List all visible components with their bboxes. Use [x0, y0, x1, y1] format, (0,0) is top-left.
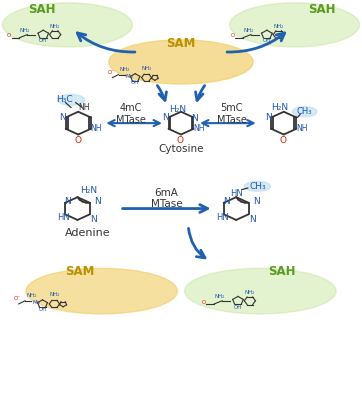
Text: O: O [74, 136, 81, 145]
FancyArrowPatch shape [109, 120, 160, 126]
Text: HN: HN [58, 212, 70, 222]
Ellipse shape [3, 3, 132, 47]
Text: OH: OH [263, 38, 271, 43]
FancyArrowPatch shape [195, 86, 205, 100]
Ellipse shape [292, 107, 317, 117]
FancyArrowPatch shape [202, 120, 253, 126]
Text: O: O [177, 136, 184, 145]
Text: H₂N: H₂N [169, 105, 186, 114]
Text: NH₂: NH₂ [243, 28, 253, 33]
Text: SAH: SAH [308, 3, 335, 16]
Text: 6mA
MTase: 6mA MTase [151, 188, 182, 209]
Text: O: O [202, 300, 206, 304]
Text: NH₂: NH₂ [274, 24, 284, 29]
Text: N: N [59, 113, 66, 122]
Text: N: N [249, 215, 256, 224]
Text: OH: OH [234, 304, 242, 310]
Text: NH₂: NH₂ [49, 292, 60, 297]
Text: O: O [7, 33, 11, 38]
FancyArrowPatch shape [122, 205, 207, 212]
Text: N: N [90, 215, 97, 224]
Text: O: O [279, 136, 287, 145]
Text: Cytosine: Cytosine [158, 144, 204, 154]
Text: N: N [94, 198, 101, 206]
Text: NH₂: NH₂ [214, 294, 224, 299]
Text: SAM: SAM [166, 37, 196, 50]
Text: N: N [265, 113, 272, 122]
Text: NH₂: NH₂ [245, 290, 255, 295]
FancyArrowPatch shape [189, 228, 205, 258]
Text: SAH: SAH [268, 265, 296, 278]
Text: NH: NH [296, 124, 308, 133]
Text: H₂N: H₂N [272, 103, 289, 112]
Text: O: O [231, 33, 235, 38]
Text: NH₂: NH₂ [142, 66, 152, 71]
Text: NH₂: NH₂ [50, 24, 60, 29]
FancyArrowPatch shape [227, 33, 285, 52]
Ellipse shape [109, 40, 253, 84]
Text: Me: Me [125, 74, 133, 79]
Text: H₃C: H₃C [56, 95, 73, 104]
Ellipse shape [26, 268, 177, 314]
Text: Adenine: Adenine [64, 228, 110, 238]
Ellipse shape [230, 3, 359, 47]
Text: Me: Me [32, 300, 40, 305]
Text: N: N [223, 197, 230, 206]
Text: SAM: SAM [66, 265, 95, 278]
Text: OH: OH [38, 307, 47, 312]
Text: NH: NH [90, 124, 102, 133]
Ellipse shape [185, 268, 336, 314]
Text: N: N [191, 114, 198, 122]
Text: 4mC
MTase: 4mC MTase [115, 103, 146, 125]
Text: N: N [64, 197, 71, 206]
Text: NH₂: NH₂ [119, 67, 130, 72]
Text: N: N [253, 198, 260, 206]
Ellipse shape [58, 94, 85, 105]
FancyArrowPatch shape [157, 86, 167, 100]
Text: CH₃: CH₃ [249, 182, 266, 191]
Text: NH: NH [193, 124, 205, 133]
Text: OH: OH [131, 80, 139, 86]
Text: O⁻: O⁻ [108, 70, 114, 75]
Text: NH₂: NH₂ [20, 28, 30, 33]
Text: HN: HN [231, 189, 243, 198]
Text: N: N [162, 113, 169, 122]
Text: SAH: SAH [28, 3, 56, 16]
Text: HN: HN [216, 212, 229, 222]
Text: NH: NH [78, 103, 89, 112]
Text: O⁻: O⁻ [14, 296, 21, 301]
FancyArrowPatch shape [77, 33, 135, 52]
Text: CH₃: CH₃ [297, 107, 312, 116]
Text: 5mC
MTase: 5mC MTase [216, 103, 247, 125]
Ellipse shape [244, 181, 270, 191]
Text: H₂N: H₂N [80, 186, 98, 194]
Text: NH₂: NH₂ [26, 293, 37, 298]
Text: OH: OH [39, 38, 47, 43]
